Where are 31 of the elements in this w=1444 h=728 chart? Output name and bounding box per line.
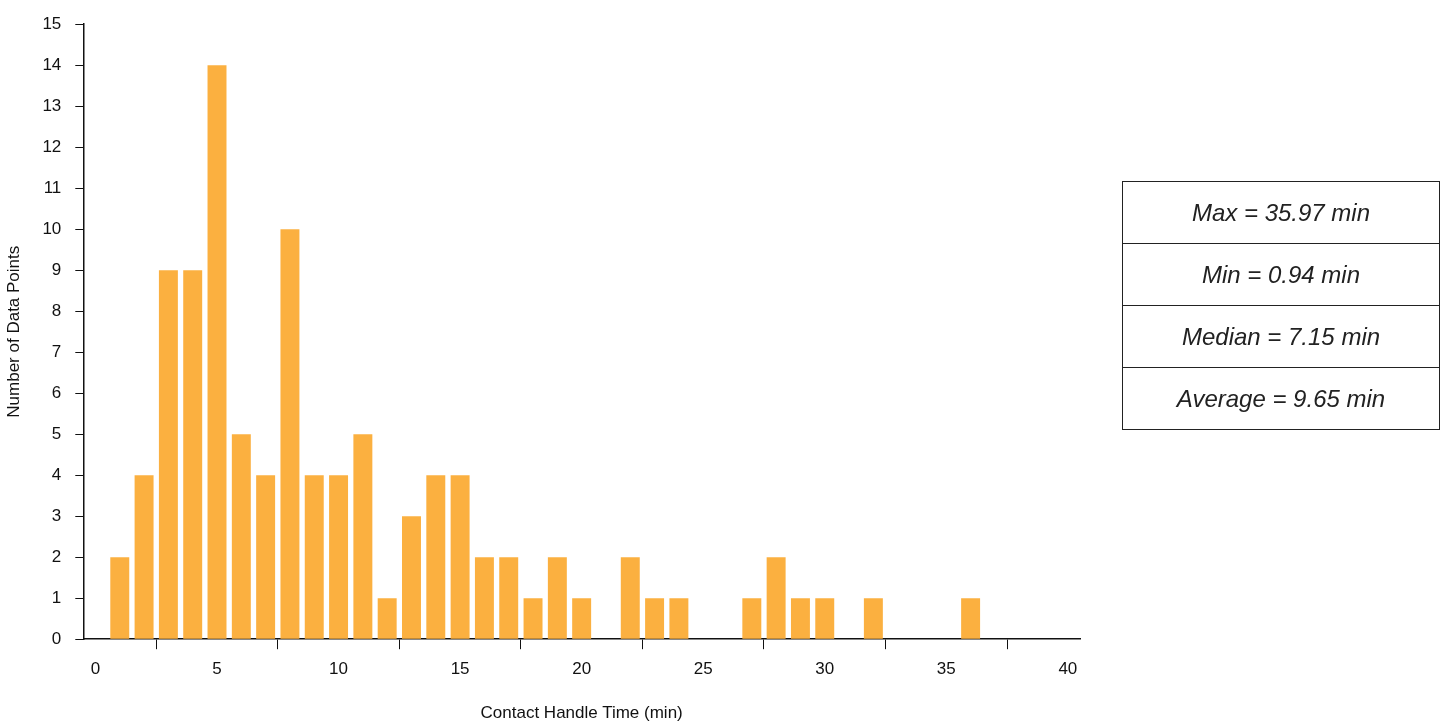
y-tick-label: 2 xyxy=(51,546,62,566)
x-tick-label: 0 xyxy=(90,659,101,679)
x-axis-title: Contact Handle Time (min) xyxy=(480,703,683,723)
y-tick-label: 13 xyxy=(42,95,62,115)
y-tick-label: 9 xyxy=(51,259,62,279)
text: Average = 9.65 min xyxy=(1122,367,1440,430)
text: Min = 0.94 min xyxy=(1122,243,1440,306)
y-tick-label: 4 xyxy=(51,464,62,484)
x-tick-label: 25 xyxy=(693,659,713,679)
y-tick-label: 10 xyxy=(42,218,62,238)
x-tick-label: 40 xyxy=(1058,659,1078,679)
y-tick-label: 11 xyxy=(43,177,62,197)
y-tick-label: 7 xyxy=(51,341,62,361)
text: Max = 35.97 min xyxy=(1122,181,1440,244)
y-tick-label: 5 xyxy=(51,423,62,443)
x-tick-label: 20 xyxy=(572,659,592,679)
text: Median = 7.15 min xyxy=(1122,305,1440,368)
y-tick-label: 15 xyxy=(42,13,62,33)
x-tick-label: 5 xyxy=(212,659,222,679)
x-tick-label: 35 xyxy=(936,659,956,679)
x-tick-label: 30 xyxy=(815,659,835,679)
y-tick-label: 8 xyxy=(51,300,62,320)
y-axis-title: Number of Data Points xyxy=(3,245,23,418)
y-tick-label: 14 xyxy=(42,54,62,74)
y-tick-label: 1 xyxy=(51,587,62,607)
y-tick-label: 0 xyxy=(51,628,62,648)
x-tick-label: 15 xyxy=(450,659,470,679)
y-tick-label: 3 xyxy=(51,505,62,525)
x-tick-label: 10 xyxy=(329,659,349,679)
y-tick-label: 12 xyxy=(42,136,62,156)
y-tick-label: 6 xyxy=(51,382,62,402)
